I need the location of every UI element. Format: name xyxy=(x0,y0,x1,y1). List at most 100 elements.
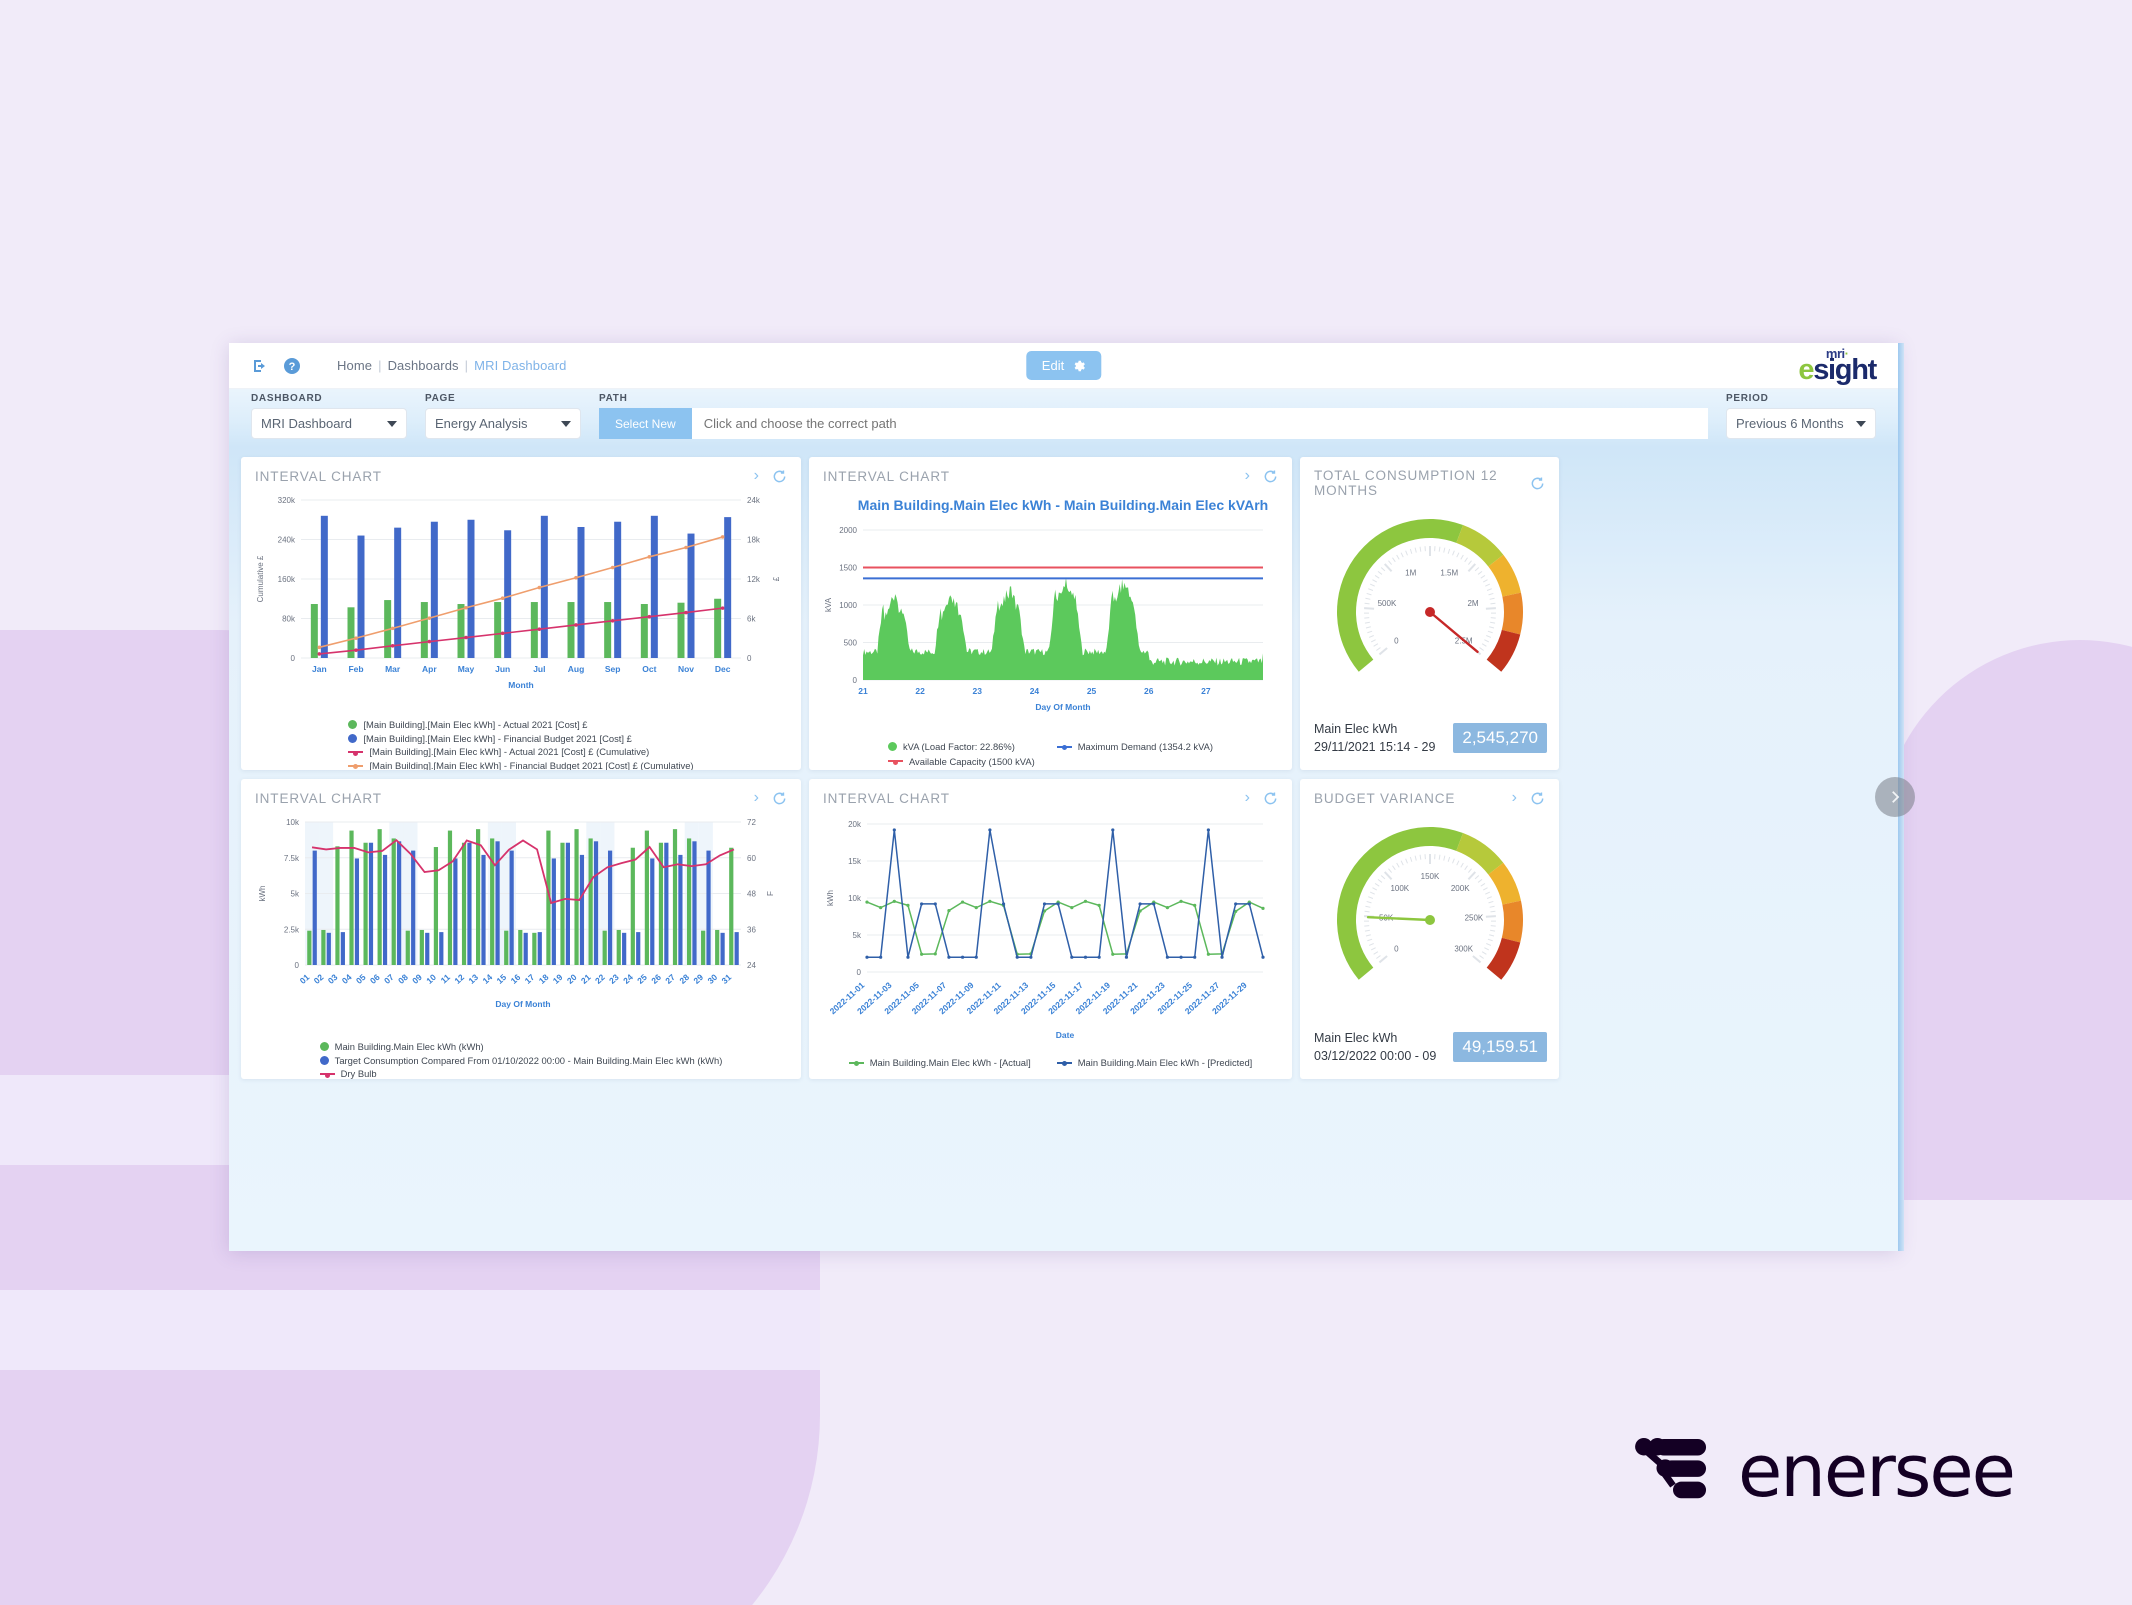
svg-text:Main Building.Main Elec kWh -: Main Building.Main Elec kWh - Main Build… xyxy=(858,497,1268,513)
select-new-button[interactable]: Select New xyxy=(599,408,692,439)
legend-item[interactable]: Available Capacity (1500 kVA) xyxy=(887,755,1035,769)
svg-text:07: 07 xyxy=(382,972,396,986)
svg-text:Oct: Oct xyxy=(642,664,656,674)
period-select[interactable]: Previous 6 Months xyxy=(1726,408,1876,439)
chart-legend: Main Building.Main Elec kWh (kWh) Target … xyxy=(241,1038,801,1079)
legend-swatch-line xyxy=(887,759,903,765)
chart-monthly-cost: 320k 24k 240k 18k 160k 12k 80k 6k 0 0 Cumulative £… xyxy=(256,496,781,690)
legend-label: [Main Building].[Main Elec kWh] - Financ… xyxy=(369,759,694,770)
chevron-right-icon[interactable]: › xyxy=(1244,467,1250,484)
path-row: Select New xyxy=(599,408,1708,439)
page-select-value: Energy Analysis xyxy=(435,416,528,431)
refresh-icon[interactable] xyxy=(1530,791,1545,806)
svg-text:24k: 24k xyxy=(747,496,761,505)
svg-text:2000: 2000 xyxy=(839,526,857,535)
brand-mri-text: mri xyxy=(1825,346,1845,361)
svg-text:31: 31 xyxy=(720,972,734,986)
svg-text:240k: 240k xyxy=(278,536,296,545)
svg-text:10: 10 xyxy=(424,972,438,986)
breadcrumb-dashboards[interactable]: Dashboards xyxy=(387,358,459,373)
panel-title: BUDGET VARIANCE xyxy=(1314,790,1456,806)
svg-text:21: 21 xyxy=(858,686,868,696)
refresh-icon[interactable] xyxy=(1263,791,1278,806)
svg-text:17: 17 xyxy=(523,972,537,986)
refresh-icon[interactable] xyxy=(772,791,787,806)
gauge-caption: Main Elec kWh 03/12/2022 00:00 - 09 xyxy=(1314,1029,1436,1065)
breadcrumb-separator-2: | xyxy=(464,358,469,373)
refresh-icon[interactable] xyxy=(1530,476,1545,491)
legend-item[interactable]: Dry Bulb xyxy=(319,1067,377,1079)
panel-title: INTERVAL CHART xyxy=(823,468,950,484)
path-input[interactable] xyxy=(691,408,1708,439)
legend-item[interactable]: Maximum Demand (1354.2 kVA) xyxy=(1056,740,1213,754)
legend-label: Target Consumption Compared From 01/10/2… xyxy=(334,1054,723,1066)
panel-body: 10k 72 7.5k 60 5k 48 2.5k 36 0 24 kWh F 01 02 03 04 05 06… xyxy=(241,810,801,1038)
svg-text:26: 26 xyxy=(1144,686,1154,696)
page-control: PAGE Energy Analysis xyxy=(425,393,581,439)
svg-text:18k: 18k xyxy=(747,536,761,545)
legend-item[interactable]: Main Building.Main Elec kWh (kWh) xyxy=(319,1040,484,1054)
logout-icon[interactable] xyxy=(251,357,269,375)
gauge-value-badge: 49,159.51 xyxy=(1453,1031,1547,1062)
legend-swatch-dot xyxy=(348,733,358,743)
panel-body: Main Building.Main Elec kWh - Main Build… xyxy=(809,488,1292,738)
svg-text:20: 20 xyxy=(565,972,579,986)
help-icon[interactable]: ? xyxy=(283,357,301,375)
panel-actions xyxy=(1530,476,1545,491)
svg-text:30: 30 xyxy=(706,972,720,986)
gauge-metric-name: Main Elec kWh xyxy=(1314,1030,1398,1045)
panel-interval-chart-actual-predicted: INTERVAL CHART › 20k 15k 10k 5k 0 kWh 2022-11-… xyxy=(809,779,1292,1079)
dashboard-select[interactable]: MRI Dashboard xyxy=(251,408,407,439)
svg-text:0: 0 xyxy=(291,654,296,663)
legend-label: [Main Building].[Main Elec kWh] - Financ… xyxy=(363,732,632,744)
svg-text:27: 27 xyxy=(1201,686,1211,696)
legend-swatch-dot xyxy=(319,1042,329,1052)
legend-item[interactable]: Main Building.Main Elec kWh - [Actual] xyxy=(848,1056,1031,1070)
svg-text:36: 36 xyxy=(747,925,756,934)
svg-text:1.5M: 1.5M xyxy=(1440,568,1458,577)
svg-text:500: 500 xyxy=(844,639,858,648)
svg-text:0: 0 xyxy=(853,676,858,685)
refresh-icon[interactable] xyxy=(1263,469,1278,484)
legend-item[interactable]: kVA (Load Factor: 22.86%) xyxy=(887,740,1035,754)
chevron-down-icon xyxy=(387,420,397,427)
svg-text:Feb: Feb xyxy=(348,664,363,674)
legend-item[interactable]: [Main Building].[Main Elec kWh] - Actual… xyxy=(348,718,588,732)
legend-item[interactable]: [Main Building].[Main Elec kWh] - Financ… xyxy=(348,759,694,770)
svg-text:1500: 1500 xyxy=(839,564,857,573)
svg-text:0: 0 xyxy=(857,968,862,977)
carousel-next-button[interactable] xyxy=(1875,777,1915,817)
chevron-right-icon[interactable]: › xyxy=(1244,789,1250,806)
legend-label: Main Building.Main Elec kWh (kWh) xyxy=(334,1041,484,1052)
top-bar-icons: ? xyxy=(251,357,301,375)
page-select[interactable]: Energy Analysis xyxy=(425,408,581,439)
legend-item[interactable]: [Main Building].[Main Elec kWh] - Financ… xyxy=(348,732,632,746)
svg-text:Jul: Jul xyxy=(533,664,545,674)
gauge-caption: Main Elec kWh 29/11/2021 15:14 - 29 xyxy=(1314,720,1435,756)
legend-item[interactable]: Main Building.Main Elec kWh - [Predicted… xyxy=(1056,1056,1252,1070)
edit-button[interactable]: Edit xyxy=(1025,351,1102,380)
panel-interval-chart-kva: INTERVAL CHART › Main Building.Main Elec… xyxy=(809,457,1292,770)
legend-item[interactable]: Target Consumption Compared From 01/10/2… xyxy=(319,1054,723,1068)
legend-item[interactable]: [Main Building].[Main Elec kWh] - Actual… xyxy=(348,745,649,759)
svg-text:23: 23 xyxy=(973,686,983,696)
svg-text:15k: 15k xyxy=(848,857,862,866)
dashboard-grid: INTERVAL CHART › 320k 24k 240k 18k 160k 12k 80… xyxy=(229,447,1898,1251)
svg-text:28: 28 xyxy=(677,972,691,986)
chevron-right-icon[interactable]: › xyxy=(753,789,759,806)
svg-text:Day Of Month: Day Of Month xyxy=(1035,702,1090,712)
svg-text:200K: 200K xyxy=(1450,884,1469,893)
svg-text:Mar: Mar xyxy=(385,664,401,674)
breadcrumb-current: MRI Dashboard xyxy=(474,358,567,373)
breadcrumb-home[interactable]: Home xyxy=(337,358,373,373)
chevron-right-icon[interactable]: › xyxy=(753,467,759,484)
svg-text:0: 0 xyxy=(1394,636,1399,645)
svg-text:19: 19 xyxy=(551,972,565,986)
svg-text:Day Of Month: Day Of Month xyxy=(495,999,550,1009)
brand-esight-e: e xyxy=(1798,354,1814,386)
svg-text:10k: 10k xyxy=(286,818,300,827)
chart-kva-profile: Main Building.Main Elec kWh - Main Build… xyxy=(824,497,1268,712)
chevron-right-icon[interactable]: › xyxy=(1511,789,1517,806)
refresh-icon[interactable] xyxy=(772,469,787,484)
